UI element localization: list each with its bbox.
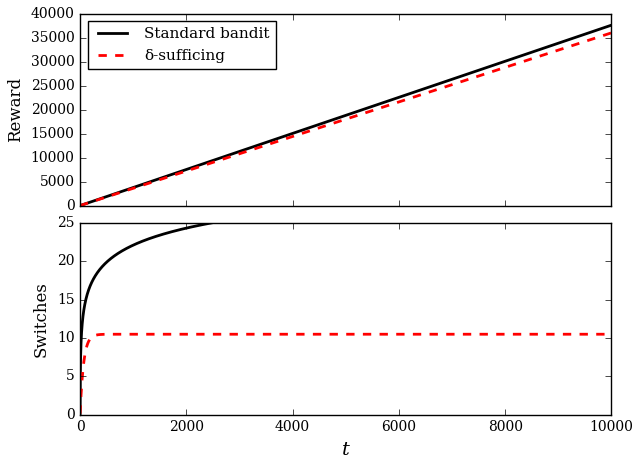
Standard bandit — [342, 113, 349, 118]
Standard bandit — [87, 199, 95, 205]
Standard bandit — [395, 95, 403, 100]
Standard bandit — [113, 190, 121, 196]
δ-sufficing — [182, 168, 190, 174]
δ-sufficing — [118, 189, 126, 195]
Standard bandit — [369, 103, 376, 109]
Standard bandit — [236, 149, 243, 154]
δ-sufficing — [554, 48, 562, 53]
δ-sufficing — [316, 125, 323, 130]
Standard bandit — [316, 122, 323, 127]
Standard bandit — [182, 167, 190, 172]
Standard bandit — [92, 198, 100, 203]
X-axis label: $t$: $t$ — [340, 441, 351, 459]
Standard bandit — [103, 194, 111, 199]
δ-sufficing — [172, 171, 180, 177]
δ-sufficing — [236, 151, 243, 157]
δ-sufficing — [342, 116, 349, 122]
Standard bandit — [289, 130, 296, 136]
Standard bandit — [475, 68, 483, 73]
Standard bandit — [607, 22, 615, 28]
δ-sufficing — [129, 185, 137, 191]
Standard bandit — [528, 49, 536, 55]
δ-sufficing — [87, 199, 95, 205]
δ-sufficing — [448, 82, 456, 88]
Y-axis label: Reward: Reward — [6, 77, 24, 142]
δ-sufficing — [395, 99, 403, 105]
Standard bandit — [161, 174, 169, 179]
δ-sufficing — [76, 203, 84, 208]
Standard bandit — [150, 178, 158, 183]
Standard bandit — [501, 58, 509, 64]
Standard bandit — [97, 196, 105, 201]
δ-sufficing — [103, 194, 111, 200]
Legend: Standard bandit, δ-sufficing: Standard bandit, δ-sufficing — [88, 21, 276, 69]
Y-axis label: Switches: Switches — [33, 281, 50, 357]
δ-sufficing — [262, 142, 270, 148]
δ-sufficing — [113, 191, 121, 196]
Standard bandit — [209, 158, 217, 163]
Standard bandit — [108, 192, 116, 198]
δ-sufficing — [161, 175, 169, 181]
δ-sufficing — [289, 134, 296, 139]
Standard bandit — [581, 31, 589, 37]
Standard bandit — [554, 41, 562, 46]
δ-sufficing — [475, 73, 483, 79]
Standard bandit — [262, 140, 270, 145]
Standard bandit — [129, 185, 137, 190]
δ-sufficing — [422, 90, 429, 96]
Standard bandit — [76, 203, 84, 208]
δ-sufficing — [97, 196, 105, 201]
Standard bandit — [118, 188, 126, 194]
δ-sufficing — [369, 108, 376, 113]
δ-sufficing — [209, 160, 217, 165]
δ-sufficing — [607, 30, 615, 36]
δ-sufficing — [528, 56, 536, 62]
Line: Standard bandit: Standard bandit — [80, 25, 611, 206]
Line: δ-sufficing: δ-sufficing — [80, 33, 611, 206]
δ-sufficing — [140, 182, 148, 188]
δ-sufficing — [92, 198, 100, 203]
Standard bandit — [172, 170, 180, 176]
Standard bandit — [448, 76, 456, 82]
Standard bandit — [124, 186, 132, 192]
δ-sufficing — [501, 65, 509, 70]
δ-sufficing — [81, 201, 89, 206]
δ-sufficing — [581, 39, 589, 44]
δ-sufficing — [150, 178, 158, 184]
Standard bandit — [422, 86, 429, 91]
Standard bandit — [81, 201, 89, 206]
δ-sufficing — [108, 192, 116, 198]
δ-sufficing — [124, 187, 132, 193]
Standard bandit — [140, 181, 148, 187]
